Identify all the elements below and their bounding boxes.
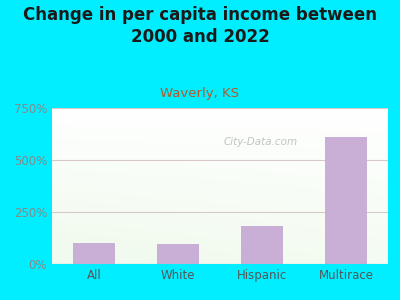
Bar [73,243,115,264]
Bar [157,244,199,264]
Bar [325,137,367,264]
Text: City-Data.com: City-Data.com [223,137,297,147]
Bar [241,226,283,264]
Text: Waverly, KS: Waverly, KS [160,88,240,100]
Text: Change in per capita income between
2000 and 2022: Change in per capita income between 2000… [23,6,377,46]
